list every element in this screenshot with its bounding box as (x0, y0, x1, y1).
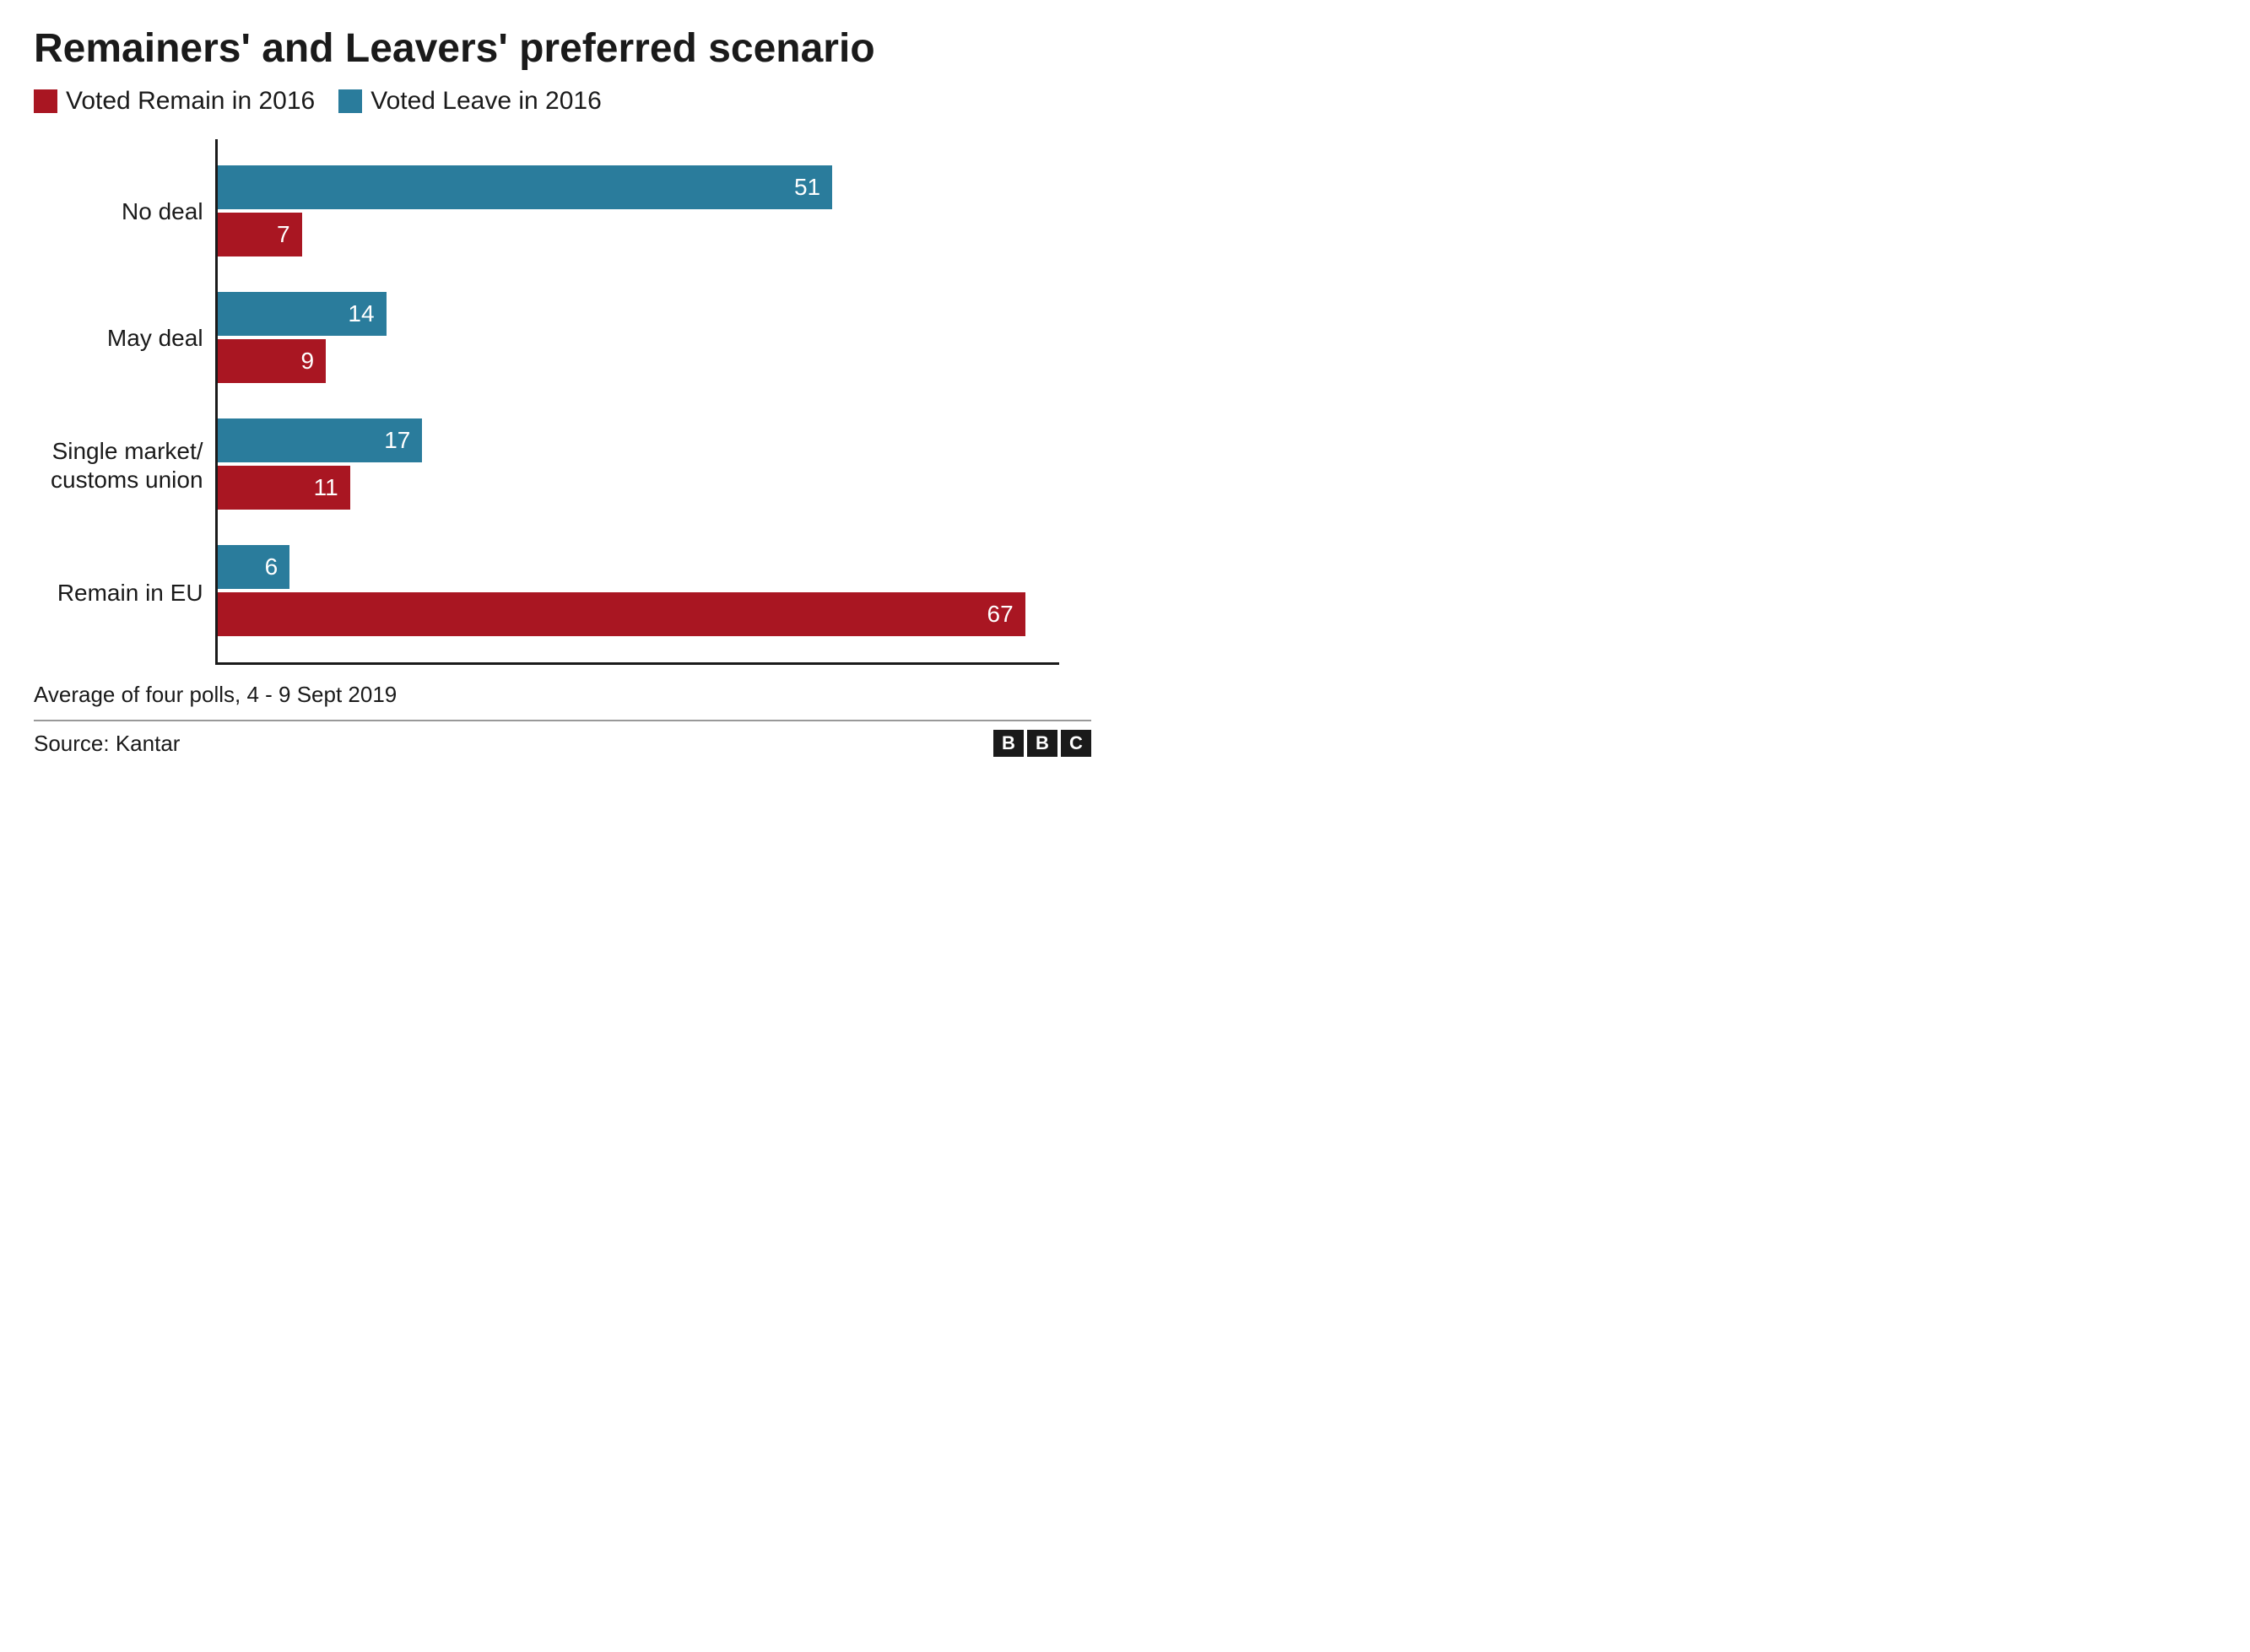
bar-remain: 11 (218, 466, 350, 510)
bar-leave: 14 (218, 292, 387, 336)
bar-value-remain: 67 (987, 601, 1014, 628)
chart: No dealMay dealSingle market/customs uni… (51, 139, 1091, 665)
legend: Voted Remain in 2016 Voted Leave in 2016 (34, 87, 1091, 116)
plot-area: 5171491711667 (215, 139, 1059, 665)
legend-label-leave: Voted Leave in 2016 (370, 87, 602, 116)
bar-row-leave: 17 (218, 418, 1059, 462)
bar-leave: 6 (218, 545, 290, 589)
bar-remain: 9 (218, 339, 327, 383)
bar-remain: 7 (218, 213, 302, 256)
bar-value-remain: 11 (314, 474, 338, 501)
bar-row-remain: 67 (218, 592, 1059, 636)
legend-label-remain: Voted Remain in 2016 (66, 87, 315, 116)
bbc-logo: B B C (993, 730, 1091, 757)
bar-row-remain: 9 (218, 339, 1059, 383)
legend-item-remain: Voted Remain in 2016 (34, 87, 315, 116)
legend-item-leave: Voted Leave in 2016 (338, 87, 602, 116)
bar-leave: 17 (218, 418, 423, 462)
bar-value-remain: 9 (301, 348, 315, 375)
legend-swatch-remain (34, 89, 57, 113)
source-text: Source: Kantar (34, 731, 180, 757)
footer: Source: Kantar B B C (34, 730, 1091, 757)
bar-row-remain: 7 (218, 213, 1059, 256)
bar-value-remain: 7 (277, 221, 290, 248)
bbc-logo-letter: C (1061, 730, 1091, 757)
bar-value-leave: 17 (384, 427, 410, 454)
category-label: Single market/customs union (51, 402, 203, 529)
bar-group: 14 9 (218, 274, 1059, 401)
bar-group: 51 7 (218, 148, 1059, 274)
category-label: Remain in EU (51, 530, 203, 656)
chart-note: Average of four polls, 4 - 9 Sept 2019 (34, 682, 1091, 708)
bbc-logo-letter: B (1027, 730, 1057, 757)
legend-swatch-leave (338, 89, 362, 113)
footer-divider (34, 720, 1091, 721)
y-axis-labels: No dealMay dealSingle market/customs uni… (51, 139, 215, 665)
bar-value-leave: 6 (265, 553, 279, 580)
bar-row-remain: 11 (218, 466, 1059, 510)
category-label: May deal (51, 275, 203, 402)
category-label: No deal (51, 148, 203, 274)
bar-row-leave: 51 (218, 165, 1059, 209)
bar-value-leave: 14 (348, 300, 374, 327)
bar-group: 6 67 (218, 527, 1059, 654)
bar-group: 1711 (218, 401, 1059, 527)
bar-remain: 67 (218, 592, 1025, 636)
bar-value-leave: 51 (794, 174, 820, 201)
bar-row-leave: 6 (218, 545, 1059, 589)
bar-row-leave: 14 (218, 292, 1059, 336)
bar-leave: 51 (218, 165, 833, 209)
bbc-logo-letter: B (993, 730, 1024, 757)
chart-title: Remainers' and Leavers' preferred scenar… (34, 25, 1091, 72)
